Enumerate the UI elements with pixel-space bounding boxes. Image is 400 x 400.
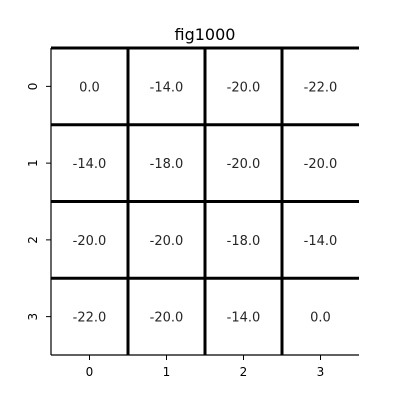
heatmap-cell-2-1: [128, 201, 205, 279]
cell-label-0-3: -22.0: [304, 80, 338, 95]
x-axis-ticks: 0 1 2 3: [86, 355, 325, 379]
cell-label-1-0: -14.0: [73, 157, 107, 172]
y-tick-label: 1: [26, 159, 40, 167]
heatmap-cells: 0.0 -14.0 -20.0 -22.0 -14.0 -18.0 -20.0 -20.0 -2…: [51, 48, 359, 355]
heatmap-cell-2-0: [51, 201, 128, 279]
heatmap-cell-1-2: [205, 124, 282, 202]
heatmap-grid: [51, 46, 359, 355]
cell-label-0-2: -20.0: [227, 80, 261, 95]
heatmap-cell-3-1: [128, 278, 205, 355]
cell-label-2-1: -20.0: [150, 234, 184, 249]
y-tick-label: 0: [26, 83, 40, 91]
chart-title: fig1000: [175, 25, 236, 44]
heatmap-cell-0-0: [51, 48, 128, 125]
x-tick-label: 0: [86, 365, 94, 379]
x-tick-label: 1: [163, 365, 171, 379]
cell-label-0-1: -14.0: [150, 80, 184, 95]
cell-label-2-2: -18.0: [227, 234, 261, 249]
y-tick-label: 3: [26, 313, 40, 321]
y-tick-label: 2: [26, 236, 40, 244]
heatmap-cell-2-2: [205, 201, 282, 279]
heatmap-cell-1-1: [128, 124, 205, 202]
cell-label-1-1: -18.0: [150, 157, 184, 172]
heatmap-cell-2-3: [282, 201, 359, 279]
cell-label-1-2: -20.0: [227, 157, 261, 172]
cell-label-2-0: -20.0: [73, 234, 107, 249]
cell-label-1-3: -20.0: [304, 157, 338, 172]
cell-label-2-3: -14.0: [304, 234, 338, 249]
heatmap-cell-0-1: [128, 48, 205, 125]
axes-spines: [50, 48, 359, 356]
cell-label-3-3: 0.0: [310, 311, 331, 326]
x-tick-label: 3: [317, 365, 325, 379]
heatmap-cell-0-2: [205, 48, 282, 125]
cell-label-3-0: -22.0: [73, 311, 107, 326]
heatmap-cell-1-3: [282, 124, 359, 202]
heatmap-cell-3-0: [51, 278, 128, 355]
heatmap-cell-1-0: [51, 124, 128, 202]
y-axis-ticks: 0 1 2 3: [26, 83, 51, 321]
cell-label-3-2: -14.0: [227, 311, 261, 326]
x-tick-label: 2: [240, 365, 248, 379]
heatmap-cell-3-2: [205, 278, 282, 355]
cell-label-0-0: 0.0: [79, 80, 100, 95]
cell-label-3-1: -20.0: [150, 311, 184, 326]
heatmap-cell-0-3: [282, 48, 359, 125]
heatmap-cell-3-3: [282, 278, 359, 355]
